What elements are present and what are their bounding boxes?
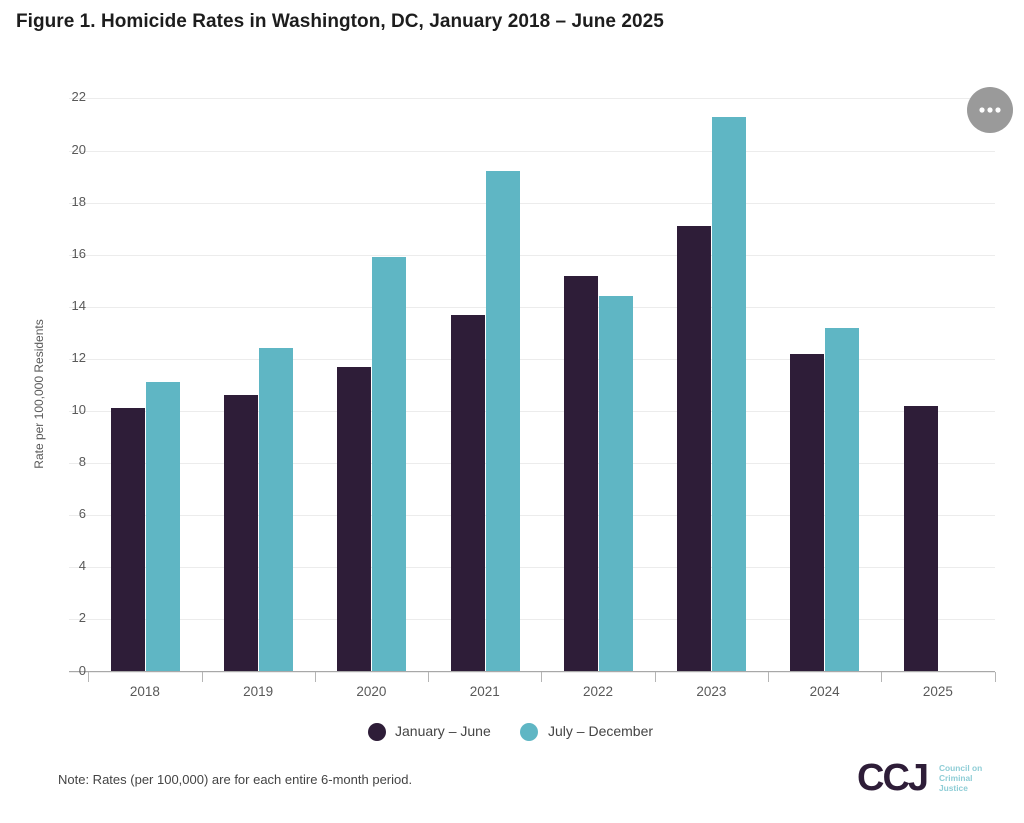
svg-text:CCJ: CCJ	[857, 757, 927, 799]
svg-text:Criminal: Criminal	[939, 773, 973, 783]
svg-text:Justice: Justice	[939, 783, 968, 793]
svg-text:Council on: Council on	[939, 763, 982, 773]
